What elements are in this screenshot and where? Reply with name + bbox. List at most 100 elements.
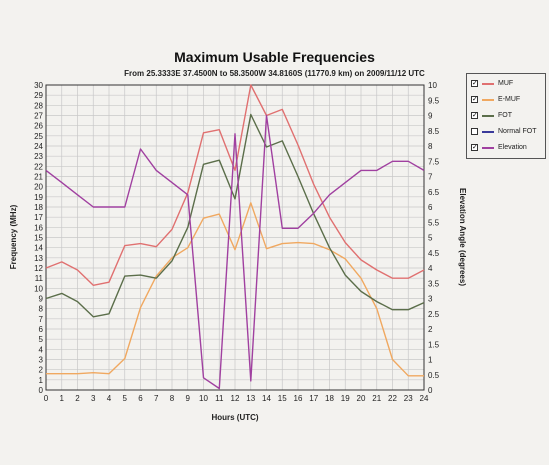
x-tick-label: 11	[215, 394, 224, 403]
legend-swatch-fot	[482, 115, 494, 117]
legend-item-fot: ✓ FOT	[471, 111, 545, 123]
y-tick-label: 14	[34, 244, 43, 253]
y-tick-label: 22	[34, 162, 43, 171]
y-tick-label: 8	[39, 305, 44, 314]
y-tick-label: 19	[34, 193, 43, 202]
y-tick-label: 23	[34, 152, 43, 161]
legend-item-muf: ✓ MUF	[471, 79, 545, 91]
y2-tick-label: 5	[428, 234, 433, 243]
y-tick-label: 13	[34, 254, 43, 263]
y2-tick-label: 10	[428, 81, 437, 90]
y2-tick-label: 1.5	[428, 340, 440, 349]
x-tick-label: 20	[357, 394, 366, 403]
x-tick-label: 22	[388, 394, 397, 403]
y-tick-label: 21	[34, 173, 43, 182]
x-tick-label: 23	[404, 394, 413, 403]
tick-labels: 0 1 2 3 4 5 6 7 8 9 10 11 12 13 14 15 16 17 18 19 20 21 22 23 24…	[34, 81, 440, 403]
legend-checkbox-elevation[interactable]: ✓	[471, 144, 478, 151]
y2-tick-label: 8.5	[428, 127, 440, 136]
legend-label: Normal FOT	[498, 128, 537, 135]
legend-checkbox-fot[interactable]: ✓	[471, 112, 478, 119]
y-tick-label: 5	[39, 335, 44, 344]
y-tick-label: 0	[39, 386, 44, 395]
legend-checkbox-normal-fot[interactable]	[471, 128, 478, 135]
plot-frame	[45, 84, 425, 391]
legend-swatch-normal-fot	[482, 131, 494, 133]
y-tick-label: 15	[34, 234, 43, 243]
series-line-elevation	[45, 114, 425, 390]
legend-label: MUF	[498, 80, 514, 87]
series-line-e-muf	[46, 202, 424, 377]
x-tick-label: 13	[246, 394, 255, 403]
y-axis-title: Frequency (MHz)	[9, 204, 18, 269]
x-tick-label: 24	[420, 394, 429, 403]
series-line-muf	[45, 84, 425, 286]
x-tick-label: 0	[44, 394, 49, 403]
grid-lines	[45, 84, 425, 391]
x-tick-label: 18	[325, 394, 334, 403]
y-tick-label: 9	[39, 295, 44, 304]
y-tick-label: 6	[39, 325, 44, 334]
y-tick-label: 4	[39, 345, 44, 354]
legend: ✓ MUF ✓ E-MUF ✓ FOT Normal FOT ✓ Elevation	[466, 73, 546, 159]
x-tick-label: 8	[170, 394, 175, 403]
x-tick-label: 4	[107, 394, 112, 403]
x-tick-label: 17	[309, 394, 318, 403]
y-tick-label: 29	[34, 91, 43, 100]
y2-tick-label: 0.5	[428, 371, 440, 380]
y-tick-label: 10	[34, 284, 43, 293]
chart-subtitle: From 25.3333E 37.4500N to 58.3500W 34.81…	[124, 69, 425, 78]
y2-axis-title: Elevation Angle (degrees)	[458, 188, 467, 286]
y-tick-label: 12	[34, 264, 43, 273]
x-tick-label: 14	[262, 394, 271, 403]
x-tick-label: 9	[186, 394, 191, 403]
legend-label: FOT	[498, 112, 512, 119]
y-tick-label: 18	[34, 203, 43, 212]
y-tick-label: 26	[34, 122, 43, 131]
y2-tick-label: 7	[428, 173, 433, 182]
x-tick-label: 12	[231, 394, 240, 403]
y2-tick-label: 9	[428, 112, 433, 121]
x-tick-label: 10	[199, 394, 208, 403]
legend-item-normal-fot: Normal FOT	[471, 127, 545, 139]
x-tick-label: 7	[154, 394, 159, 403]
y-tick-label: 20	[34, 183, 43, 192]
x-axis-title: Hours (UTC)	[211, 413, 258, 422]
x-tick-label: 1	[60, 394, 65, 403]
y2-tick-label: 6	[428, 203, 433, 212]
x-tick-label: 16	[294, 394, 303, 403]
y2-tick-label: 3.5	[428, 279, 440, 288]
x-tick-label: 6	[138, 394, 143, 403]
x-tick-label: 3	[91, 394, 96, 403]
x-tick-label: 15	[278, 394, 287, 403]
y2-tick-label: 4	[428, 264, 433, 273]
y2-tick-label: 7.5	[428, 157, 440, 166]
y2-tick-label: 9.5	[428, 96, 440, 105]
legend-swatch-elevation	[482, 147, 494, 149]
legend-checkbox-e-muf[interactable]: ✓	[471, 96, 478, 103]
y-tick-label: 1	[39, 376, 44, 385]
chart-title: Maximum Usable Frequencies	[174, 49, 375, 65]
y2-tick-label: 1	[428, 356, 433, 365]
legend-item-elevation: ✓ Elevation	[471, 143, 545, 155]
y-tick-label: 11	[35, 274, 44, 283]
y-tick-label: 3	[39, 356, 44, 365]
x-tick-label: 19	[341, 394, 350, 403]
y2-tick-label: 8	[428, 142, 433, 151]
legend-label: E-MUF	[498, 96, 521, 103]
y-tick-label: 27	[34, 112, 43, 121]
y2-tick-label: 0	[428, 386, 433, 395]
y2-tick-label: 4.5	[428, 249, 440, 258]
series-line-fot	[45, 113, 425, 318]
x-tick-label: 21	[372, 394, 381, 403]
x-tick-label: 2	[75, 394, 80, 403]
y-tick-label: 16	[34, 223, 43, 232]
y2-tick-label: 2.5	[428, 310, 440, 319]
legend-checkbox-muf[interactable]: ✓	[471, 80, 478, 87]
series-layer	[45, 84, 425, 390]
x-tick-label: 5	[123, 394, 128, 403]
y2-tick-label: 3	[428, 295, 433, 304]
y-tick-label: 25	[34, 132, 43, 141]
legend-swatch-e-muf	[482, 99, 494, 101]
